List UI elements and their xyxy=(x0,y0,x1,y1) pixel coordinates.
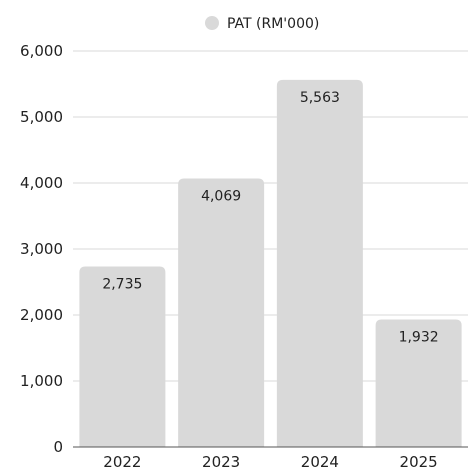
data-label: 4,069 xyxy=(201,188,241,204)
legend-swatch xyxy=(205,16,219,30)
chart-legend: PAT (RM'000) xyxy=(205,16,319,32)
bar-2024 xyxy=(276,79,363,447)
bar-2023 xyxy=(178,178,265,448)
bars: 2,735 4,069 5,563 1,932 xyxy=(79,79,462,448)
y-tick-label: 0 xyxy=(53,438,63,456)
y-tick-label: 3,000 xyxy=(20,240,63,258)
data-label: 2,735 xyxy=(102,276,142,292)
data-label: 1,932 xyxy=(399,329,439,345)
y-tick-label: 6,000 xyxy=(20,42,63,60)
x-tick-label: 2023 xyxy=(202,453,240,470)
x-tick-label: 2024 xyxy=(301,453,339,470)
legend-label: PAT (RM'000) xyxy=(227,16,319,32)
x-tick-label: 2025 xyxy=(400,453,438,470)
y-tick-label: 1,000 xyxy=(20,372,63,390)
x-axis: 2022 2023 2024 2025 xyxy=(73,446,468,470)
y-tick-label: 5,000 xyxy=(20,108,63,126)
y-tick-label: 4,000 xyxy=(20,174,63,192)
y-tick-label: 2,000 xyxy=(20,306,63,324)
x-tick-label: 2022 xyxy=(103,453,141,470)
y-axis: 0 1,000 2,000 3,000 4,000 5,000 6,000 xyxy=(20,42,63,456)
data-label: 5,563 xyxy=(300,90,340,106)
bar-2022 xyxy=(79,266,166,447)
bar-2025 xyxy=(375,319,462,447)
